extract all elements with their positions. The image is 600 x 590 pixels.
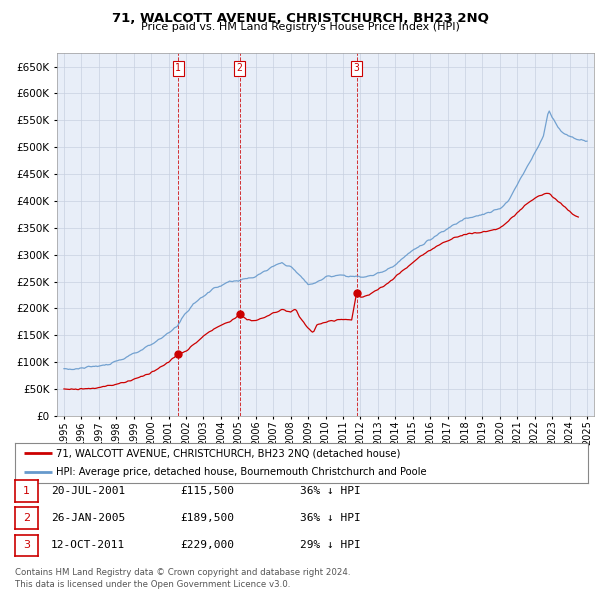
Text: 3: 3 (353, 63, 359, 73)
Text: 71, WALCOTT AVENUE, CHRISTCHURCH, BH23 2NQ: 71, WALCOTT AVENUE, CHRISTCHURCH, BH23 2… (112, 12, 488, 25)
Text: 36% ↓ HPI: 36% ↓ HPI (300, 486, 361, 496)
Text: 2: 2 (23, 513, 30, 523)
Text: 20-JUL-2001: 20-JUL-2001 (51, 486, 125, 496)
Text: HPI: Average price, detached house, Bournemouth Christchurch and Poole: HPI: Average price, detached house, Bour… (56, 467, 427, 477)
Text: £115,500: £115,500 (180, 486, 234, 496)
Text: This data is licensed under the Open Government Licence v3.0.: This data is licensed under the Open Gov… (15, 579, 290, 589)
Text: 12-OCT-2011: 12-OCT-2011 (51, 540, 125, 550)
Text: 2: 2 (236, 63, 242, 73)
Text: £189,500: £189,500 (180, 513, 234, 523)
Text: Contains HM Land Registry data © Crown copyright and database right 2024.: Contains HM Land Registry data © Crown c… (15, 568, 350, 577)
Text: £229,000: £229,000 (180, 540, 234, 550)
Text: 29% ↓ HPI: 29% ↓ HPI (300, 540, 361, 550)
Text: 71, WALCOTT AVENUE, CHRISTCHURCH, BH23 2NQ (detached house): 71, WALCOTT AVENUE, CHRISTCHURCH, BH23 2… (56, 448, 401, 458)
Text: 26-JAN-2005: 26-JAN-2005 (51, 513, 125, 523)
Text: 3: 3 (23, 540, 30, 550)
Text: 1: 1 (175, 63, 181, 73)
Text: 1: 1 (23, 486, 30, 496)
Text: Price paid vs. HM Land Registry's House Price Index (HPI): Price paid vs. HM Land Registry's House … (140, 22, 460, 32)
Text: 36% ↓ HPI: 36% ↓ HPI (300, 513, 361, 523)
